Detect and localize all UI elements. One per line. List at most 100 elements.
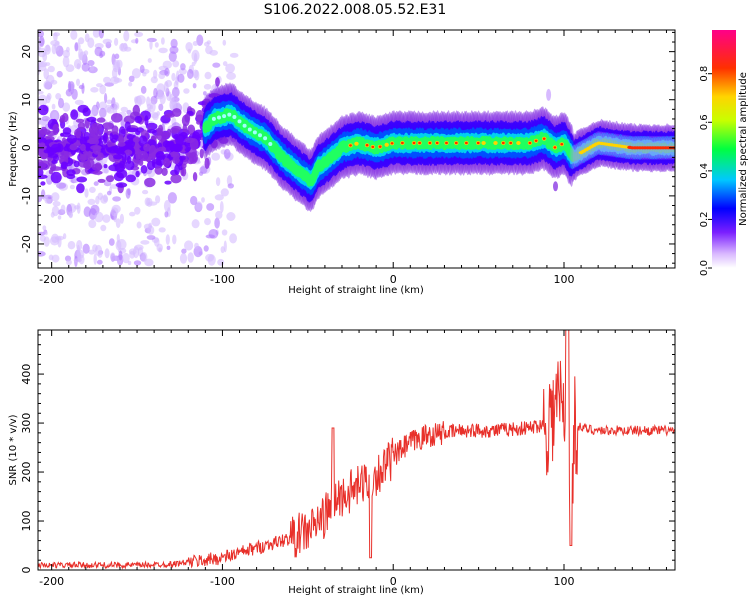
spectrogram-noise-cell — [187, 69, 194, 79]
colorbar-ticks: 0.0 0.2 0.4 0.6 0.8 — [699, 66, 712, 276]
spectrogram-cell — [125, 174, 136, 183]
spectrogram-noise-cell — [81, 62, 90, 72]
spectrogram-cell — [164, 180, 172, 185]
spectrogram-noise-cell — [140, 251, 148, 263]
spectrogram-noise-cell — [71, 88, 78, 100]
spectrogram-y-axis-title: Frequency (Hz) — [8, 111, 19, 187]
spectrogram-cell — [38, 104, 49, 116]
spectrogram-noise-cell — [206, 203, 215, 211]
spectrogram-noise-cell — [122, 252, 130, 264]
spectrogram-noise-cell — [147, 58, 152, 63]
spectrogram-noise-cell — [105, 104, 112, 113]
spectrogram-cyan-cell — [252, 130, 257, 135]
spectrogram-x-tick-label: 0 — [390, 273, 397, 286]
spectrogram-noise-cell — [191, 219, 200, 229]
spectrogram-cell — [111, 125, 119, 134]
spectrogram-noise-cell — [42, 225, 47, 231]
spectrogram-y-tick-label: 10 — [20, 93, 33, 107]
spectrogram-noise-cell — [102, 38, 113, 45]
spectrogram-noise-cell — [56, 182, 67, 189]
spectrogram-noise-cell — [123, 30, 130, 42]
spectrogram-noise-cell — [38, 63, 41, 72]
spectrogram-noise-cell — [229, 233, 238, 244]
spectrogram-noise-cell — [166, 245, 171, 250]
spectrogram-cell — [107, 146, 119, 154]
spectrogram-noise-cell — [110, 252, 116, 261]
snr-x-tick-label: -200 — [39, 575, 64, 588]
spectrogram-noise-cell — [106, 99, 113, 105]
spectrogram-noise-cell — [42, 52, 48, 62]
spectrogram-noise-cell — [56, 70, 63, 78]
spectrogram-noise-cell — [222, 39, 227, 46]
spectrogram-peak-cell — [378, 145, 382, 148]
snr-y-tick-label: 0 — [20, 567, 33, 574]
spectrogram-noise-cell — [185, 42, 193, 52]
spectrogram-noise-cell — [89, 65, 95, 71]
spectrogram-noise-cell — [114, 37, 119, 46]
spectrogram-cell — [199, 148, 204, 159]
spectrogram-feature-cell — [553, 181, 558, 192]
spectrogram-cell — [197, 101, 209, 106]
spectrogram-noise-cell — [227, 183, 234, 189]
spectrogram-noise-cell — [44, 44, 51, 55]
spectrogram-noise-cell — [178, 68, 187, 75]
spectrogram-cyan-cell — [263, 136, 268, 141]
spectrogram-cell — [43, 149, 51, 154]
colorbar-tick-label: 0.6 — [699, 114, 710, 130]
spectrogram-noise-cell — [146, 37, 157, 43]
spectrogram-cell — [204, 157, 210, 169]
snr-y-ticks: 0 100 200 300 400 — [20, 334, 675, 574]
spectrogram-cell — [195, 110, 205, 122]
spectrogram-cell — [83, 160, 92, 170]
spectrogram-cell — [113, 154, 124, 160]
colorbar-label: Normalized spectral amplitude — [738, 72, 749, 226]
spectrogram-cell — [77, 104, 89, 113]
spectrogram-cell — [38, 137, 47, 144]
spectrogram-noise-cell — [112, 196, 121, 202]
spectrogram-frame — [37, 29, 676, 269]
spectrogram-noise-cell — [77, 37, 85, 45]
spectrogram-noise-cell — [119, 43, 128, 52]
colorbar-tick-label: 0.2 — [699, 211, 710, 227]
spectrogram-noise-cell — [211, 83, 221, 96]
spectrogram-noise-cell — [172, 234, 177, 245]
snr-x-tick-label: 0 — [390, 575, 397, 588]
spectrogram-y-ticks: -20 -10 0 10 20 — [20, 31, 675, 264]
spectrogram-noise-cell — [52, 201, 61, 207]
spectrogram-y-tick-label: -10 — [20, 187, 33, 205]
snr-frame — [37, 329, 676, 571]
colorbar-tick-label: 0.0 — [699, 260, 710, 276]
spectrogram-noise-cell — [74, 99, 84, 105]
spectrogram-cell — [163, 157, 171, 168]
spectrogram-cell — [76, 183, 85, 194]
spectrogram-noise-cell — [133, 260, 142, 266]
spectrogram-noise-cell — [129, 211, 136, 217]
spectrogram-peak-cell — [365, 144, 369, 147]
spectrogram-noise-cell — [108, 238, 115, 246]
spectrogram-image — [38, 30, 675, 268]
spectrogram-peak-cell — [435, 141, 439, 145]
spectrogram-noise-cell — [38, 231, 46, 236]
spectrogram-noise-cell — [187, 252, 194, 263]
spectrogram-noise-cell — [57, 215, 62, 220]
spectrogram-noise-cell — [139, 64, 145, 74]
spectrogram-noise-cell — [158, 227, 166, 233]
spectrogram-cyan-cell — [227, 112, 232, 117]
spectrogram-noise-cell — [163, 81, 169, 93]
spectrogram-noise-cell — [209, 49, 218, 56]
spectrogram-peak-cell — [553, 146, 557, 149]
spectrogram-cell — [215, 77, 220, 87]
spectrogram-noise-cell — [38, 94, 48, 107]
spectrogram-noise-cell — [146, 235, 156, 240]
spectrogram-cell — [172, 143, 183, 153]
spectrogram-noise-cell — [93, 253, 97, 265]
spectrogram-noise-cell — [69, 184, 75, 190]
spectrogram-cell — [76, 176, 88, 183]
spectrogram-cell — [155, 151, 165, 161]
spectrogram-noise-cell — [205, 253, 215, 262]
spectrogram-noise-cell — [38, 195, 43, 203]
spectrogram-noise-cell — [140, 85, 147, 94]
spectrogram-cell — [148, 144, 157, 157]
spectrogram-noise-cell — [154, 42, 159, 48]
spectrogram-x-ticks: -200 -100 0 100 — [39, 30, 667, 286]
